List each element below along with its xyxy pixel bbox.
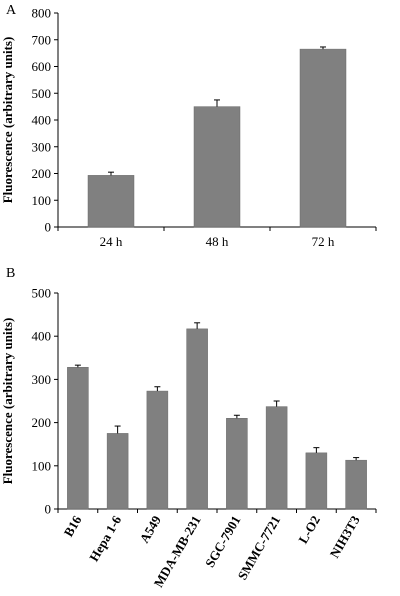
bar (193, 106, 241, 228)
bar (299, 48, 347, 228)
x-category-label: B16 (61, 513, 85, 540)
bar (87, 175, 135, 228)
y-tick-label: 200 (32, 415, 52, 430)
y-tick-label: 0 (45, 502, 52, 517)
x-category-label: 72 h (312, 234, 335, 249)
y-tick-label: 500 (32, 286, 52, 301)
y-tick-label: 100 (32, 193, 52, 208)
y-axis-title: Fluorescence (arbitrary units) (0, 37, 15, 204)
bar (265, 406, 288, 510)
x-category-label: SMMC-7721 (234, 513, 283, 582)
x-category-label: 24 h (100, 234, 123, 249)
panel-label: A (6, 3, 17, 18)
bar (305, 452, 328, 510)
x-category-label: NIH3T3 (327, 513, 363, 561)
bar (67, 367, 89, 510)
x-category-label: SGC-7901 (202, 513, 244, 570)
y-tick-label: 700 (32, 32, 52, 47)
y-tick-label: 300 (32, 139, 52, 154)
x-category-label: 48 h (206, 234, 229, 249)
x-category-label: L-O2 (295, 513, 323, 546)
bar (345, 459, 367, 510)
y-tick-label: 300 (32, 372, 52, 387)
bar (226, 418, 248, 510)
y-tick-label: 100 (32, 458, 52, 473)
y-tick-label: 600 (32, 59, 52, 74)
y-tick-label: 800 (32, 6, 52, 21)
bar (146, 390, 169, 510)
y-tick-label: 200 (32, 166, 52, 181)
x-category-label: A549 (137, 513, 165, 546)
y-tick-label: 500 (32, 86, 52, 101)
chart-panel-b: B Fluorescence (arbitrary units) 0 100 200 30… (0, 266, 377, 590)
bar (186, 328, 208, 510)
y-tick-label: 400 (32, 329, 52, 344)
y-tick-label: 400 (32, 113, 52, 128)
chart-panel-a: A Fluorescence (arbitrary units) 0 100 200 30… (0, 3, 377, 249)
x-category-label: Hepa 1-6 (86, 513, 124, 564)
y-axis-title: Fluorescence (arbitrary units) (0, 318, 15, 485)
panel-label: B (6, 266, 15, 281)
y-tick-label: 0 (45, 220, 52, 235)
bar (106, 433, 129, 510)
